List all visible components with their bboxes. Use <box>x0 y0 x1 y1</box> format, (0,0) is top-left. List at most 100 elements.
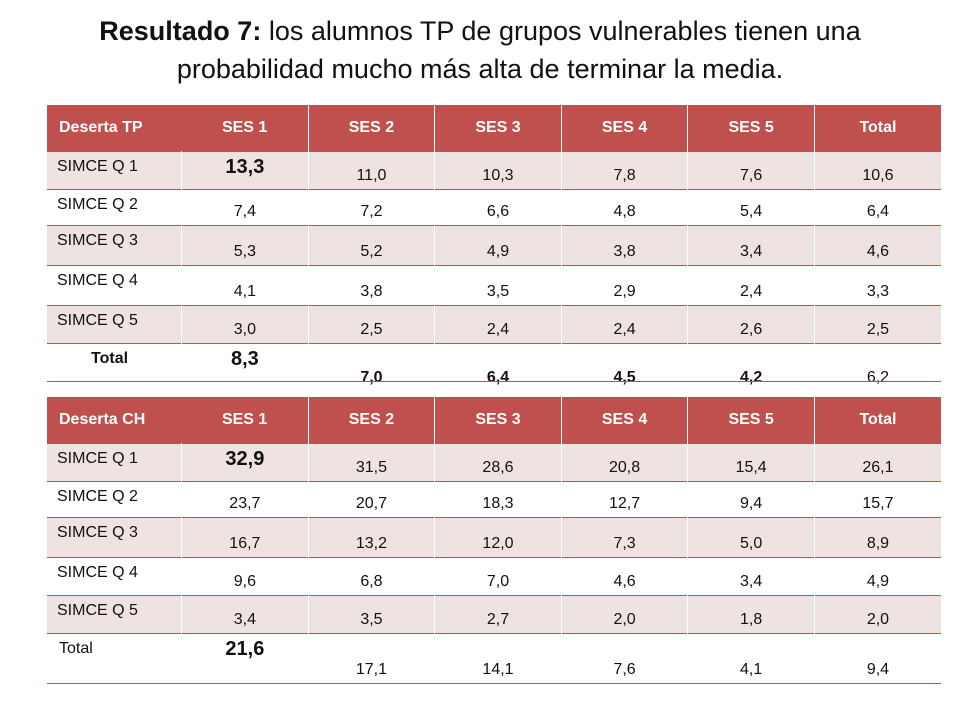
table-cell: 16,7 <box>181 516 309 557</box>
row-label: SIMCE Q 5 <box>47 304 183 343</box>
table-cell: 4,6 <box>814 224 941 265</box>
table-row: SIMCE Q 1 13,3 11,0 10,3 7,8 7,6 10,6 <box>47 150 941 189</box>
slide-title: Resultado 7: los alumnos TP de grupos vu… <box>40 12 920 88</box>
table-row: SIMCE Q 5 3,0 2,5 2,4 2,4 2,6 2,5 <box>47 304 941 343</box>
table-cell: 9,4 <box>814 632 941 683</box>
table-cell: 10,6 <box>814 150 941 189</box>
table-cell: 4,8 <box>561 188 689 225</box>
table-cell: 3,8 <box>561 224 689 265</box>
column-header: SES 5 <box>687 105 815 151</box>
row-label: SIMCE Q 1 <box>47 150 183 189</box>
table-corner-label: Deserta TP <box>47 105 182 151</box>
column-header: SES 5 <box>687 397 815 443</box>
table-cell: 9,6 <box>181 556 309 595</box>
row-label: SIMCE Q 2 <box>47 188 183 225</box>
table-cell: 5,4 <box>687 188 815 225</box>
table-corner-label: Deserta CH <box>47 397 182 443</box>
table-cell: 8,3 <box>181 342 309 391</box>
row-label: SIMCE Q 2 <box>47 480 183 517</box>
column-header: SES 3 <box>434 105 562 151</box>
table-cell: 2,4 <box>687 264 815 305</box>
table-cell: 15,7 <box>814 480 941 517</box>
table-cell: 7,8 <box>561 150 689 189</box>
table-row: SIMCE Q 2 7,4 7,2 6,6 4,8 5,4 6,4 <box>47 188 941 225</box>
table-cell: 31,5 <box>308 442 436 481</box>
table-cell: 3,8 <box>308 264 436 305</box>
title-rest: los alumnos TP de grupos vulnerables tie… <box>176 16 861 84</box>
column-header: SES 2 <box>308 105 436 151</box>
table-cell: 13,3 <box>181 150 309 189</box>
table-cell: 7,0 <box>434 556 562 595</box>
table-row: SIMCE Q 4 9,6 6,8 7,0 4,6 3,4 4,9 <box>47 556 941 595</box>
table-header-row: Deserta CH SES 1 SES 2 SES 3 SES 4 SES 5… <box>47 397 941 443</box>
table-cell: 4,1 <box>181 264 309 305</box>
table-row: SIMCE Q 4 4,1 3,8 3,5 2,9 2,4 3,3 <box>47 264 941 305</box>
table-cell: 4,1 <box>687 632 815 683</box>
column-header: SES 2 <box>308 397 436 443</box>
table-cell: 3,3 <box>814 264 941 305</box>
column-header: SES 3 <box>434 397 562 443</box>
table-row: SIMCE Q 3 5,3 5,2 4,9 3,8 3,4 4,6 <box>47 224 941 265</box>
table-cell: 9,4 <box>687 480 815 517</box>
table-bottom-rule <box>47 381 941 382</box>
table-cell: 32,9 <box>181 442 309 481</box>
table-cell: 23,7 <box>181 480 309 517</box>
table-cell: 20,8 <box>561 442 689 481</box>
table-deserta-ch: Deserta CH SES 1 SES 2 SES 3 SES 4 SES 5… <box>47 397 941 683</box>
table-cell: 2,4 <box>434 304 562 343</box>
column-header: Total <box>814 105 941 151</box>
table-cell: 11,0 <box>308 150 436 189</box>
column-header: SES 4 <box>561 397 689 443</box>
column-header: SES 1 <box>181 105 309 151</box>
column-header: Total <box>814 397 941 443</box>
table-cell: 12,7 <box>561 480 689 517</box>
table-cell: 2,5 <box>308 304 436 343</box>
table-cell: 3,5 <box>308 594 436 633</box>
table-cell: 1,8 <box>687 594 815 633</box>
title-bold-part: Resultado 7: <box>99 16 262 46</box>
table-cell: 3,4 <box>687 224 815 265</box>
table-total-row: Total 21,6 17,1 14,1 7,6 4,1 9,4 <box>47 632 941 683</box>
table-cell: 20,7 <box>308 480 436 517</box>
table-cell: 5,3 <box>181 224 309 265</box>
table-cell: 18,3 <box>434 480 562 517</box>
table-cell: 6,4 <box>814 188 941 225</box>
row-label: SIMCE Q 4 <box>47 556 183 595</box>
table-cell: 4,9 <box>814 556 941 595</box>
table-cell: 5,0 <box>687 516 815 557</box>
row-label: SIMCE Q 3 <box>47 516 183 557</box>
table-cell: 7,6 <box>687 150 815 189</box>
row-label: SIMCE Q 4 <box>47 264 183 305</box>
table-total-row: Total 8,3 7,0 6,4 4,5 4,2 6,2 <box>47 342 941 391</box>
row-label: SIMCE Q 5 <box>47 594 183 633</box>
table-cell: 7,4 <box>181 188 309 225</box>
row-label: Total <box>47 632 183 683</box>
table-cell: 7,2 <box>308 188 436 225</box>
table-cell: 3,5 <box>434 264 562 305</box>
table-cell: 2,5 <box>814 304 941 343</box>
table-cell: 12,0 <box>434 516 562 557</box>
table-row: SIMCE Q 3 16,7 13,2 12,0 7,3 5,0 8,9 <box>47 516 941 557</box>
column-header: SES 4 <box>561 105 689 151</box>
table-cell: 3,0 <box>181 304 309 343</box>
table-cell: 3,4 <box>687 556 815 595</box>
table-cell: 7,0 <box>308 342 436 391</box>
table-cell: 21,6 <box>181 632 309 683</box>
table-deserta-tp: Deserta TP SES 1 SES 2 SES 3 SES 4 SES 5… <box>47 105 941 391</box>
table-row: SIMCE Q 2 23,7 20,7 18,3 12,7 9,4 15,7 <box>47 480 941 517</box>
table-cell: 2,0 <box>814 594 941 633</box>
table-header-row: Deserta TP SES 1 SES 2 SES 3 SES 4 SES 5… <box>47 105 941 151</box>
table-cell: 2,0 <box>561 594 689 633</box>
table-cell: 3,4 <box>181 594 309 633</box>
table-cell: 4,2 <box>687 342 815 391</box>
column-header: SES 1 <box>181 397 309 443</box>
table-bottom-rule <box>47 683 941 684</box>
table-cell: 6,6 <box>434 188 562 225</box>
table-cell: 13,2 <box>308 516 436 557</box>
table-row: SIMCE Q 1 32,9 31,5 28,6 20,8 15,4 26,1 <box>47 442 941 481</box>
row-label: SIMCE Q 3 <box>47 224 183 265</box>
table-cell: 7,6 <box>561 632 689 683</box>
table-cell: 7,3 <box>561 516 689 557</box>
table-cell: 5,2 <box>308 224 436 265</box>
table-cell: 14,1 <box>434 632 562 683</box>
